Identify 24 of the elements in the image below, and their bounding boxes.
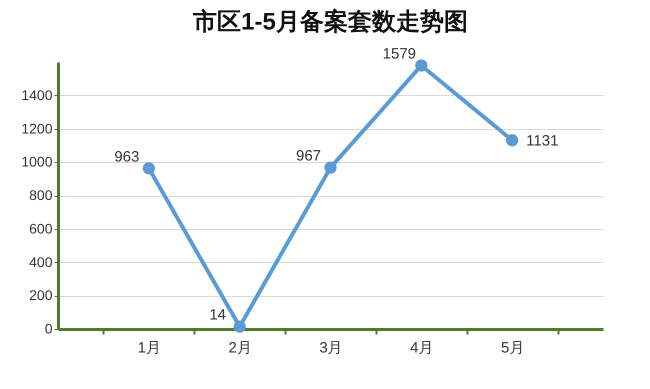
x-tick-label: 2月 <box>228 340 252 356</box>
point <box>415 59 428 72</box>
y-tick-label: 0 <box>44 320 53 336</box>
point <box>234 320 246 333</box>
point <box>506 134 518 146</box>
data-label: 963 <box>114 148 140 166</box>
y-tick-label: 1200 <box>21 120 53 136</box>
y-tick-label: 400 <box>29 254 53 270</box>
chart-title: 市区1-5月备案套数走势图 <box>192 8 468 36</box>
point <box>324 162 337 174</box>
y-tick-label: 200 <box>29 287 53 304</box>
data-label: 967 <box>296 148 322 165</box>
y-tick-label: 1400 <box>21 86 53 103</box>
x-tick-label: 3月 <box>319 340 343 356</box>
data-label: 1579 <box>382 46 416 63</box>
point <box>142 162 155 174</box>
x-tick-label: 1月 <box>138 340 162 356</box>
y-tick-label: 600 <box>29 220 53 236</box>
x-tick-label: 4月 <box>410 340 434 356</box>
x-tick-label: 5月 <box>500 340 524 356</box>
data-label: 1131 <box>526 132 558 150</box>
y-tick-label: 800 <box>29 187 53 203</box>
data-label: 14 <box>209 306 226 324</box>
y-tick-label: 1000 <box>21 154 53 170</box>
